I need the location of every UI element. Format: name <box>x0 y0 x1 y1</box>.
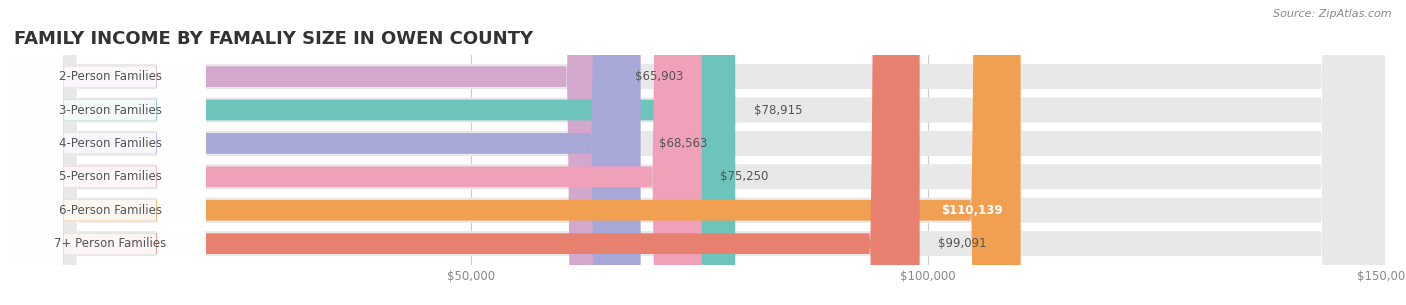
FancyBboxPatch shape <box>14 0 702 305</box>
Text: $99,091: $99,091 <box>938 237 987 250</box>
FancyBboxPatch shape <box>14 0 1385 305</box>
Text: 7+ Person Families: 7+ Person Families <box>53 237 166 250</box>
FancyBboxPatch shape <box>14 0 735 305</box>
FancyBboxPatch shape <box>14 0 641 305</box>
FancyBboxPatch shape <box>14 0 1021 305</box>
Text: $68,563: $68,563 <box>659 137 707 150</box>
Text: 5-Person Families: 5-Person Families <box>59 170 162 183</box>
Text: $110,139: $110,139 <box>941 204 1002 217</box>
Text: 4-Person Families: 4-Person Families <box>59 137 162 150</box>
FancyBboxPatch shape <box>14 0 1385 305</box>
FancyBboxPatch shape <box>14 0 1385 305</box>
FancyBboxPatch shape <box>14 0 1385 305</box>
FancyBboxPatch shape <box>14 0 1385 305</box>
Text: $78,915: $78,915 <box>754 103 801 117</box>
Text: FAMILY INCOME BY FAMALIY SIZE IN OWEN COUNTY: FAMILY INCOME BY FAMALIY SIZE IN OWEN CO… <box>14 30 533 48</box>
FancyBboxPatch shape <box>14 0 207 305</box>
FancyBboxPatch shape <box>14 0 207 305</box>
FancyBboxPatch shape <box>14 0 920 305</box>
Text: 2-Person Families: 2-Person Families <box>59 70 162 83</box>
FancyBboxPatch shape <box>14 0 207 305</box>
Text: Source: ZipAtlas.com: Source: ZipAtlas.com <box>1274 9 1392 19</box>
Text: $75,250: $75,250 <box>720 170 769 183</box>
FancyBboxPatch shape <box>14 0 1385 305</box>
FancyBboxPatch shape <box>14 0 207 305</box>
FancyBboxPatch shape <box>14 0 616 305</box>
FancyBboxPatch shape <box>14 0 207 305</box>
Text: 6-Person Families: 6-Person Families <box>59 204 162 217</box>
Text: 3-Person Families: 3-Person Families <box>59 103 162 117</box>
FancyBboxPatch shape <box>14 0 207 305</box>
Text: $65,903: $65,903 <box>634 70 683 83</box>
